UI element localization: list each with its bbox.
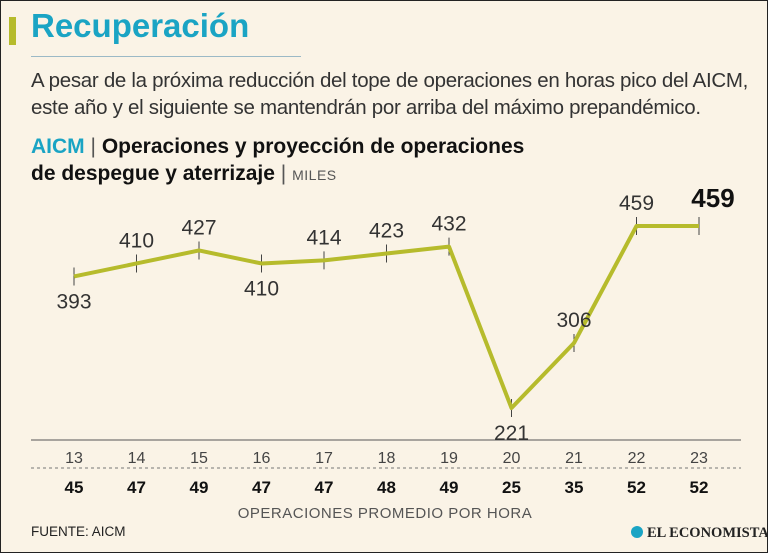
hourly-ops-value: 49 — [440, 478, 459, 497]
hourly-ops-value: 47 — [252, 478, 271, 497]
hourly-ops-value: 49 — [190, 478, 209, 497]
hourly-ops-label: OPERACIONES PROMEDIO POR HORA — [238, 505, 533, 522]
headline: Recuperación — [31, 7, 250, 44]
source-note: FUENTE: AICM — [31, 524, 126, 539]
series-line — [73, 224, 699, 410]
brand-logo: EL ECONOMISTA — [631, 525, 768, 542]
hourly-ops-value: 45 — [65, 478, 84, 497]
chart-source-label: AICM — [31, 135, 85, 158]
data-label: 410 — [119, 229, 154, 252]
data-label: 427 — [181, 216, 216, 239]
hourly-ops-value: 48 — [377, 478, 396, 497]
data-label: 410 — [244, 277, 279, 300]
headline-rule — [31, 56, 301, 57]
chart-title-text: Operaciones y proyección de operaciones — [101, 135, 525, 158]
brand-name: EL ECONOMISTA — [647, 525, 768, 541]
x-tick-label: 13 — [65, 450, 83, 467]
data-label: 423 — [369, 220, 404, 243]
hourly-ops-value: 47 — [315, 478, 334, 497]
hourly-ops-value: 47 — [127, 478, 146, 497]
x-tick-label: 21 — [565, 450, 583, 467]
data-label: 432 — [431, 213, 466, 236]
x-tick-label: 22 — [628, 450, 646, 467]
x-tick-label: 15 — [190, 450, 208, 467]
hourly-ops-value: 35 — [565, 478, 584, 497]
headline-accent-bar — [9, 17, 16, 45]
chart-title-line2: de despegue y aterrizaje | MILES — [31, 162, 337, 186]
hourly-ops-value: 52 — [690, 478, 709, 497]
units-separator: | — [280, 162, 287, 185]
chart-title-line1: AICM | Operaciones y proyección de opera… — [31, 135, 524, 159]
hourly-ops-value: 52 — [627, 478, 646, 497]
el-economista-logo-icon — [631, 526, 643, 538]
x-tick-label: 17 — [315, 450, 333, 467]
subtitle: A pesar de la próxima reducción del tope… — [31, 69, 749, 119]
x-tick-label: 23 — [690, 450, 708, 467]
x-tick-label: 20 — [503, 450, 521, 467]
x-tick-label: 18 — [378, 450, 396, 467]
x-tick-label: 16 — [253, 450, 271, 467]
data-label: 459 — [619, 192, 654, 215]
data-label: 221 — [494, 422, 529, 445]
units-label: MILES — [292, 167, 337, 183]
chart-title-text-2: de despegue y aterrizaje — [31, 162, 275, 185]
data-label: 393 — [56, 290, 91, 313]
x-tick-label: 14 — [128, 450, 146, 467]
x-tick-label: 19 — [440, 450, 458, 467]
data-label: 414 — [306, 226, 341, 249]
data-label: 459 — [691, 183, 734, 213]
data-label: 306 — [556, 309, 591, 332]
hourly-ops-value: 25 — [502, 478, 521, 497]
title-separator: | — [90, 135, 96, 158]
